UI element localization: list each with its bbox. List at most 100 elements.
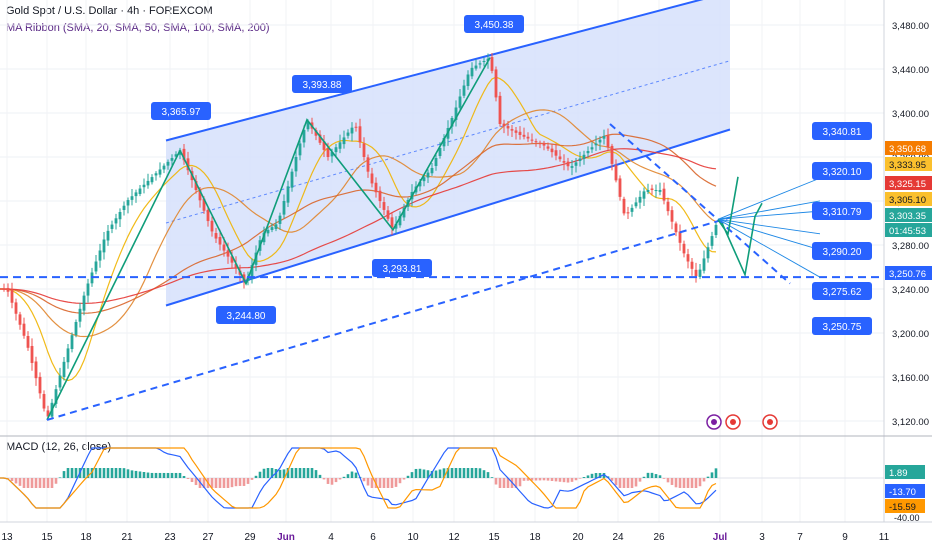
macd-histogram-bar <box>674 478 678 488</box>
macd-histogram-bar <box>278 469 282 478</box>
macd-histogram-bar <box>74 468 78 478</box>
macd-tag-box <box>885 465 925 479</box>
price-tag-box <box>885 266 932 280</box>
price-channel <box>165 0 731 307</box>
candle <box>542 142 546 146</box>
candle <box>518 131 522 135</box>
macd-histogram-bar <box>686 478 690 488</box>
macd-histogram-bar <box>134 470 138 478</box>
candle <box>122 205 126 211</box>
macd-histogram-bar <box>378 478 382 488</box>
macd-histogram-bar <box>234 478 238 487</box>
price-tag-box <box>885 176 932 190</box>
macd-histogram-bar <box>322 478 326 480</box>
macd-histogram-bar <box>410 472 414 478</box>
macd-histogram-bar <box>354 472 358 478</box>
macd-histogram-bar <box>30 478 34 488</box>
macd-histogram-bar <box>182 475 186 478</box>
projection-line <box>717 218 821 235</box>
macd-histogram-bar <box>698 478 702 487</box>
macd-histogram-bar <box>602 473 606 478</box>
target-label-box <box>812 162 872 180</box>
macd-histogram-bar <box>334 478 338 483</box>
macd-histogram-bar <box>258 471 262 478</box>
candle <box>202 198 206 211</box>
candle <box>370 173 374 184</box>
macd-histogram-bar <box>514 478 518 488</box>
candle <box>470 67 474 77</box>
x-tick-label: 18 <box>529 532 541 543</box>
candle <box>218 237 222 245</box>
macd-histogram-bar <box>462 468 466 478</box>
candle <box>374 182 378 193</box>
candle <box>522 134 526 137</box>
candle <box>654 190 658 192</box>
macd-legend[interactable]: MACD (12, 26, close) <box>6 441 112 453</box>
candle <box>198 189 202 201</box>
candle <box>98 250 102 261</box>
macd-histogram-bar <box>558 478 562 482</box>
candle <box>86 283 90 296</box>
candle <box>334 147 338 153</box>
candle <box>550 148 554 153</box>
macd-histogram-bar <box>466 468 470 478</box>
candle <box>54 389 58 404</box>
candle <box>14 302 18 314</box>
candle <box>74 322 78 336</box>
event-icon-dot <box>730 419 736 425</box>
candle <box>350 127 354 134</box>
candle <box>358 126 362 143</box>
macd-histogram-bar <box>246 478 250 484</box>
candle <box>250 265 254 279</box>
macd-histogram-bar <box>310 468 314 478</box>
candle <box>278 215 282 224</box>
macd-histogram-bar <box>58 477 62 479</box>
y-tick-label: 3,440.00 <box>892 65 929 76</box>
projection-path-alt <box>721 202 763 278</box>
candle <box>430 168 434 174</box>
x-tick-label: 12 <box>448 532 460 543</box>
macd-histogram-bar <box>450 468 454 478</box>
candle <box>562 161 566 163</box>
macd-histogram-bar <box>306 468 310 478</box>
macd-histogram-bar <box>526 478 530 481</box>
candle <box>362 143 366 157</box>
target-label: 3,290.20 <box>823 247 862 258</box>
peak-label: 3,393.88 <box>303 80 342 91</box>
macd-histogram-bar <box>262 468 266 478</box>
y-tick-label: 3,240.00 <box>892 285 929 296</box>
macd-histogram-bar <box>478 468 482 478</box>
candle <box>474 65 478 69</box>
macd-histogram-bar <box>638 478 642 482</box>
candle <box>222 244 226 251</box>
price-tag: 3,350.68 <box>889 144 926 155</box>
candle <box>570 166 574 168</box>
candle <box>510 129 514 131</box>
candle <box>102 239 106 253</box>
candle <box>30 345 34 363</box>
x-tick-label: 11 <box>879 532 890 543</box>
candle <box>66 348 70 363</box>
candle <box>130 196 134 200</box>
macd-histogram-bar <box>618 478 622 488</box>
macd-tag: -13.70 <box>889 487 916 498</box>
candle <box>450 118 454 127</box>
candle <box>326 148 330 157</box>
target-label: 3,310.79 <box>823 207 862 218</box>
candle <box>114 218 118 224</box>
price-tag-box <box>885 192 932 206</box>
macd-histogram-bar <box>362 478 366 482</box>
macd-histogram-bar <box>210 478 214 488</box>
macd-histogram-bar <box>146 472 150 478</box>
macd-histogram-bar <box>266 468 270 478</box>
macd-histogram-bar <box>570 478 574 482</box>
macd-histogram-bar <box>226 478 230 488</box>
macd-histogram-bar <box>314 470 318 478</box>
macd-histogram-bar <box>138 471 142 478</box>
candle <box>154 173 158 176</box>
channel-median-line <box>165 60 731 224</box>
candle <box>402 207 406 218</box>
candle <box>690 261 694 269</box>
x-tick-label: Jul <box>713 532 728 543</box>
